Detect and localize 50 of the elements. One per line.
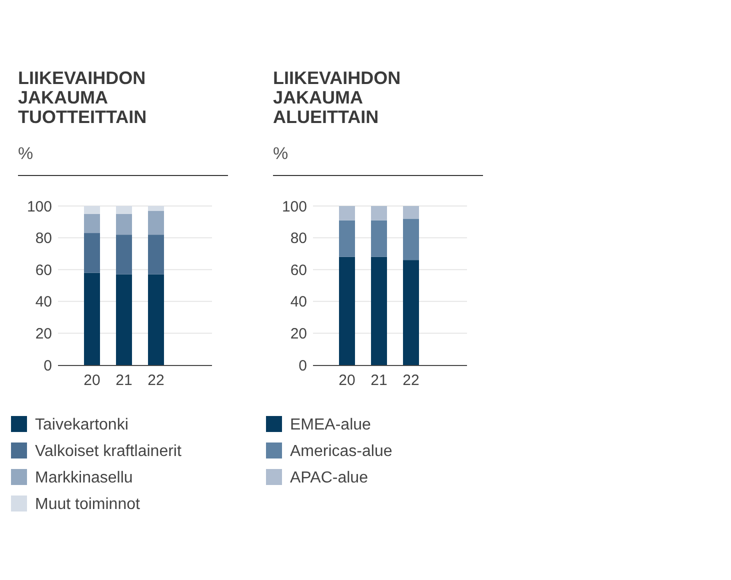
bar xyxy=(371,206,387,220)
bar xyxy=(339,256,355,365)
bar xyxy=(339,220,355,257)
bar xyxy=(148,234,164,274)
y-axis-title: % xyxy=(273,144,288,163)
y-tick-label: 20 xyxy=(290,325,307,342)
y-tick-label: 60 xyxy=(290,262,307,279)
bar xyxy=(116,234,132,274)
bar xyxy=(116,214,132,235)
y-tick-label: 0 xyxy=(44,357,52,374)
y-tick-label: 100 xyxy=(26,198,52,216)
y-axis-title: % xyxy=(18,144,34,163)
x-tick-label: 21 xyxy=(370,372,388,389)
bar xyxy=(403,206,419,219)
bar xyxy=(339,206,355,220)
bar xyxy=(84,214,100,234)
x-tick-label: 22 xyxy=(148,372,164,389)
y-tick-label: 80 xyxy=(35,230,52,248)
bar xyxy=(84,272,100,365)
bar xyxy=(84,233,100,273)
legend-label: Muut toiminnot xyxy=(35,496,140,514)
x-tick-label: 21 xyxy=(116,372,132,389)
x-tick-label: 22 xyxy=(402,372,420,389)
legend-label: Taivekartonki xyxy=(35,416,128,434)
y-tick-label: 100 xyxy=(282,198,307,216)
legend-label: Americas-alue xyxy=(290,443,392,460)
bar xyxy=(148,274,164,365)
chart-title: LIIKEVAIHDON JAKAUMA ALUEITTAIN xyxy=(273,68,401,127)
y-tick-label: 20 xyxy=(35,325,52,342)
x-tick-label: 20 xyxy=(84,372,100,389)
bar xyxy=(148,206,164,211)
legend-label: Valkoiset kraftlainerit xyxy=(35,443,182,460)
y-tick-label: 0 xyxy=(298,357,307,374)
bar xyxy=(403,260,419,365)
bar xyxy=(116,274,132,365)
bar xyxy=(148,210,164,235)
bar xyxy=(403,218,419,260)
y-tick-label: 80 xyxy=(290,230,307,248)
bar xyxy=(84,206,100,214)
y-tick-label: 60 xyxy=(35,262,52,279)
bar xyxy=(116,206,132,214)
x-tick-label: 20 xyxy=(338,372,356,389)
legend-label: EMEA-alue xyxy=(290,416,372,434)
legend-label: Markkinasellu xyxy=(35,470,133,487)
bar xyxy=(371,256,387,365)
y-tick-label: 40 xyxy=(290,294,307,311)
y-tick-label: 40 xyxy=(35,294,52,311)
bar xyxy=(371,220,387,257)
legend-label: APAC-alue xyxy=(290,470,368,487)
chart-title: LIIKEVAIHDON JAKAUMA TUOTTEITTAIN xyxy=(18,68,147,127)
